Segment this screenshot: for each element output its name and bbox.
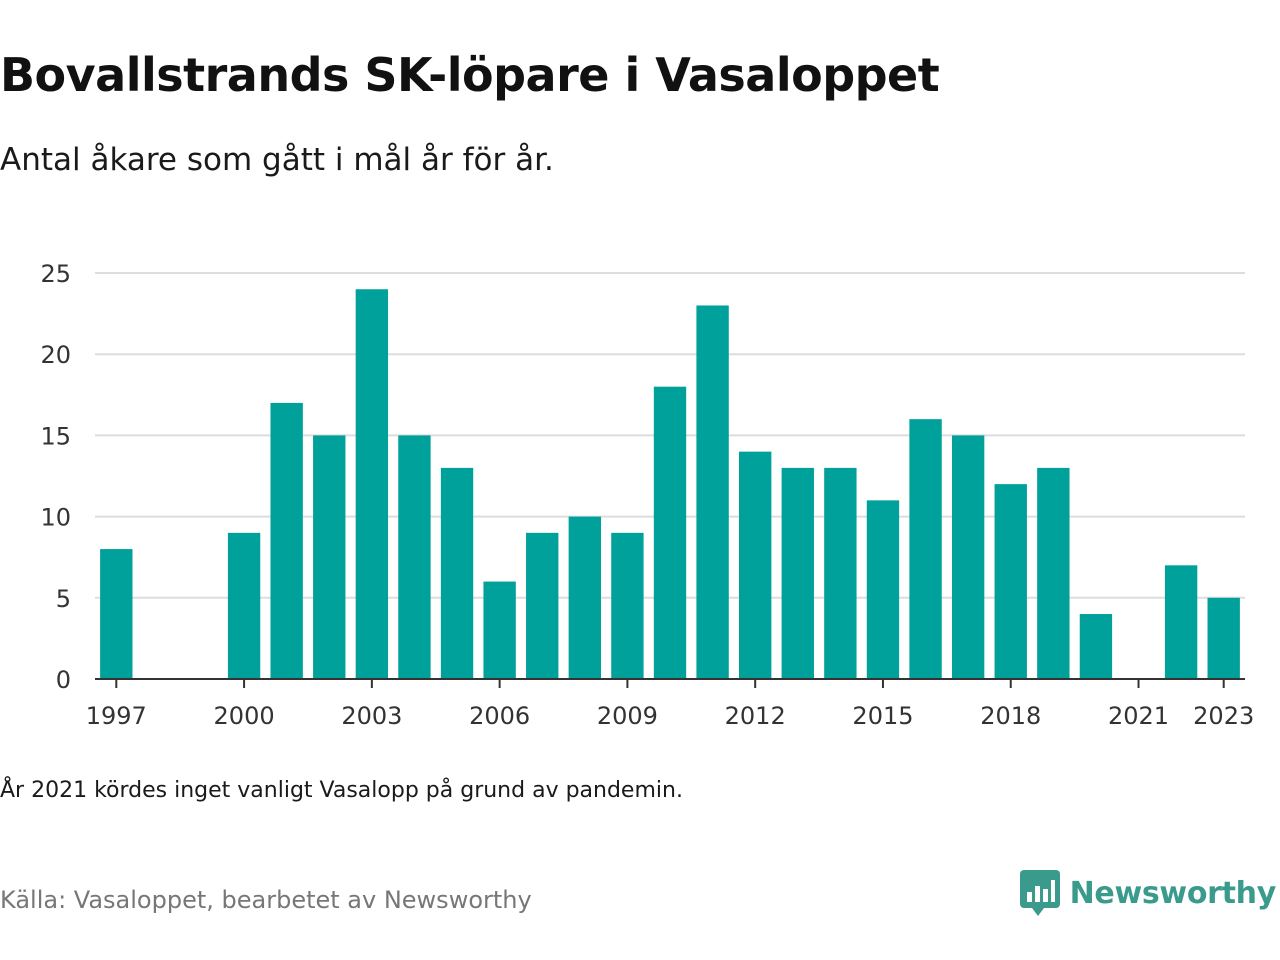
bar-2011 — [696, 305, 729, 679]
x-axis-labels: 1997 2000 2003 2006 2009 2012 2015 2018 2021 2023 — [86, 702, 1254, 730]
bar-2020 — [1079, 614, 1113, 679]
bar-chart: 0 5 10 15 20 25 1997 2000 2003 2006 2009 2012 2015 2… — [40, 260, 1254, 730]
x-tick-label: 2009 — [597, 702, 658, 730]
bar-2022 — [1164, 565, 1198, 679]
bar-2013 — [781, 467, 814, 679]
bar-2018 — [994, 484, 1027, 679]
newsworthy-logo-icon — [1019, 870, 1060, 916]
bar-2015 — [866, 500, 900, 679]
bar-2010 — [653, 386, 687, 679]
bar-2001 — [270, 402, 303, 679]
y-tick-label: 5 — [56, 585, 71, 613]
x-tick-label: 2021 — [1108, 702, 1169, 730]
bar-2006 — [483, 581, 516, 679]
bar-2017 — [951, 435, 985, 679]
bar-2008 — [568, 516, 601, 679]
x-tick-label: 1997 — [86, 702, 147, 730]
bar-1997 — [100, 549, 133, 679]
bar-2002 — [313, 435, 346, 679]
source-credit: Källa: Vasaloppet, bearbetet av Newswort… — [0, 886, 532, 914]
chart-title: Bovallstrands SK-löpare i Vasaloppet — [0, 48, 940, 102]
bars — [100, 289, 1240, 679]
y-tick-label: 10 — [40, 504, 71, 532]
bar-2016 — [909, 419, 942, 679]
x-axis — [95, 678, 1245, 688]
footnote: År 2021 kördes inget vanligt Vasalopp på… — [0, 778, 683, 803]
x-tick-label: 2000 — [214, 702, 275, 730]
chart-subtitle: Antal åkare som gått i mål år för år. — [0, 142, 554, 178]
x-tick-label: 2018 — [980, 702, 1041, 730]
bar-2012 — [739, 451, 772, 679]
bar-2000 — [227, 532, 261, 679]
y-tick-label: 20 — [40, 341, 71, 369]
bar-2023 — [1207, 597, 1240, 679]
brand-name: Newsworthy — [1069, 875, 1277, 911]
y-tick-label: 0 — [56, 666, 71, 694]
x-tick-label: 2006 — [469, 702, 530, 730]
bar-2014 — [824, 467, 857, 679]
y-axis-labels: 0 5 10 15 20 25 — [40, 260, 71, 694]
y-tick-label: 15 — [40, 422, 71, 450]
x-tick-label: 2012 — [725, 702, 786, 730]
x-tick-label: 2023 — [1193, 702, 1254, 730]
x-tick-label: 2015 — [852, 702, 913, 730]
brand-logo: Newsworthy — [1019, 870, 1277, 916]
bar-2003 — [355, 289, 389, 679]
x-tick-label: 2003 — [341, 702, 402, 730]
bar-2019 — [1037, 467, 1070, 679]
bar-2004 — [398, 435, 431, 679]
bar-2009 — [611, 532, 644, 679]
y-tick-label: 25 — [40, 260, 71, 288]
bar-2007 — [526, 532, 559, 679]
bar-2005 — [440, 467, 474, 679]
